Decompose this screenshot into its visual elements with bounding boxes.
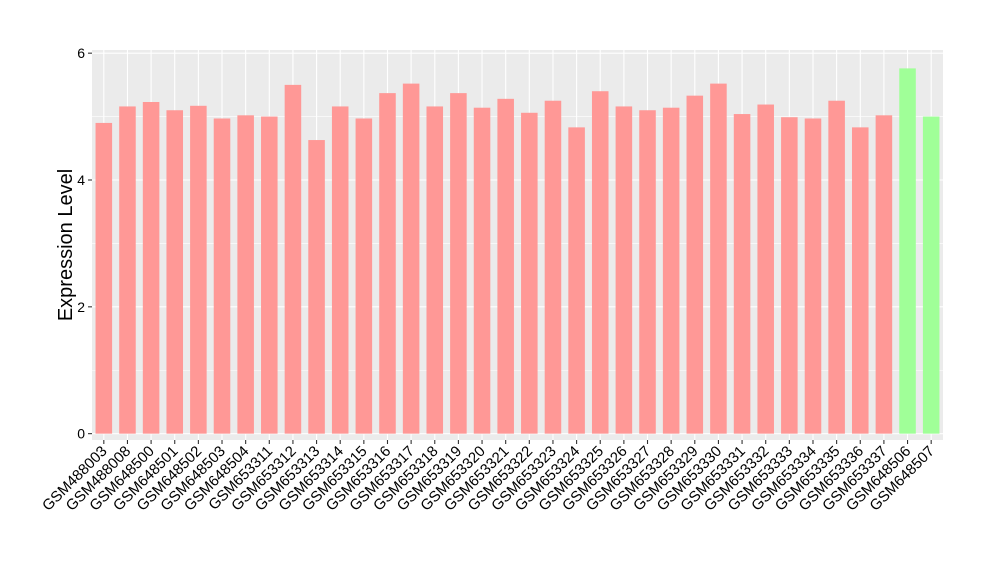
y-tick-label: 6	[77, 45, 85, 61]
x-axis: GSM488003GSM488008GSM648500GSM648501GSM6…	[39, 440, 938, 514]
bar-gsm653336	[851, 127, 869, 434]
bar-gsm653318	[426, 106, 444, 434]
bar-gsm653311	[261, 116, 278, 434]
bar-gsm653320	[473, 107, 491, 434]
bar-gsm648503	[213, 118, 231, 434]
bar-gsm653325	[591, 91, 609, 434]
y-tick-label: 2	[77, 299, 85, 315]
bar-gsm653324	[568, 127, 585, 434]
bar-gsm653328	[662, 107, 680, 434]
bar-gsm653322	[521, 112, 538, 434]
bar-gsm653316	[379, 93, 396, 434]
bar-gsm653315	[355, 118, 373, 434]
y-axis: 0 2 4 6	[77, 45, 92, 442]
bar-gsm653334	[804, 118, 822, 434]
bar-gsm653330	[710, 83, 727, 434]
bar-gsm648500	[142, 102, 160, 434]
bar-gsm653321	[497, 98, 514, 434]
bar-gsm648501	[166, 110, 184, 434]
bar-gsm653317	[402, 83, 420, 434]
bar-gsm653313	[308, 140, 325, 434]
bar-gsm653323	[544, 100, 562, 434]
bar-gsm653319	[450, 93, 467, 434]
plot-panel	[92, 50, 943, 440]
bar-gsm648502	[190, 105, 207, 434]
bar-gsm653333	[781, 117, 798, 434]
bars	[95, 68, 940, 434]
bar-gsm653335	[828, 100, 845, 434]
y-axis-title: Expression Level	[55, 169, 77, 321]
y-tick-label: 4	[77, 172, 85, 188]
bar-gsm648507	[922, 116, 940, 434]
bar-gsm653329	[686, 95, 704, 434]
bar-gsm648506	[899, 68, 916, 434]
bar-gsm653332	[757, 104, 774, 434]
bar-gsm653312	[284, 84, 302, 434]
bar-gsm653331	[733, 114, 751, 434]
bar-gsm648504	[237, 115, 254, 434]
y-tick-label: 0	[77, 426, 85, 442]
bar-gsm653314	[331, 106, 349, 434]
bar-gsm488003	[95, 122, 113, 434]
bar-gsm653327	[639, 110, 656, 434]
bar-gsm653326	[615, 106, 633, 434]
bar-gsm488008	[119, 106, 136, 434]
bar-gsm653337	[875, 115, 893, 434]
